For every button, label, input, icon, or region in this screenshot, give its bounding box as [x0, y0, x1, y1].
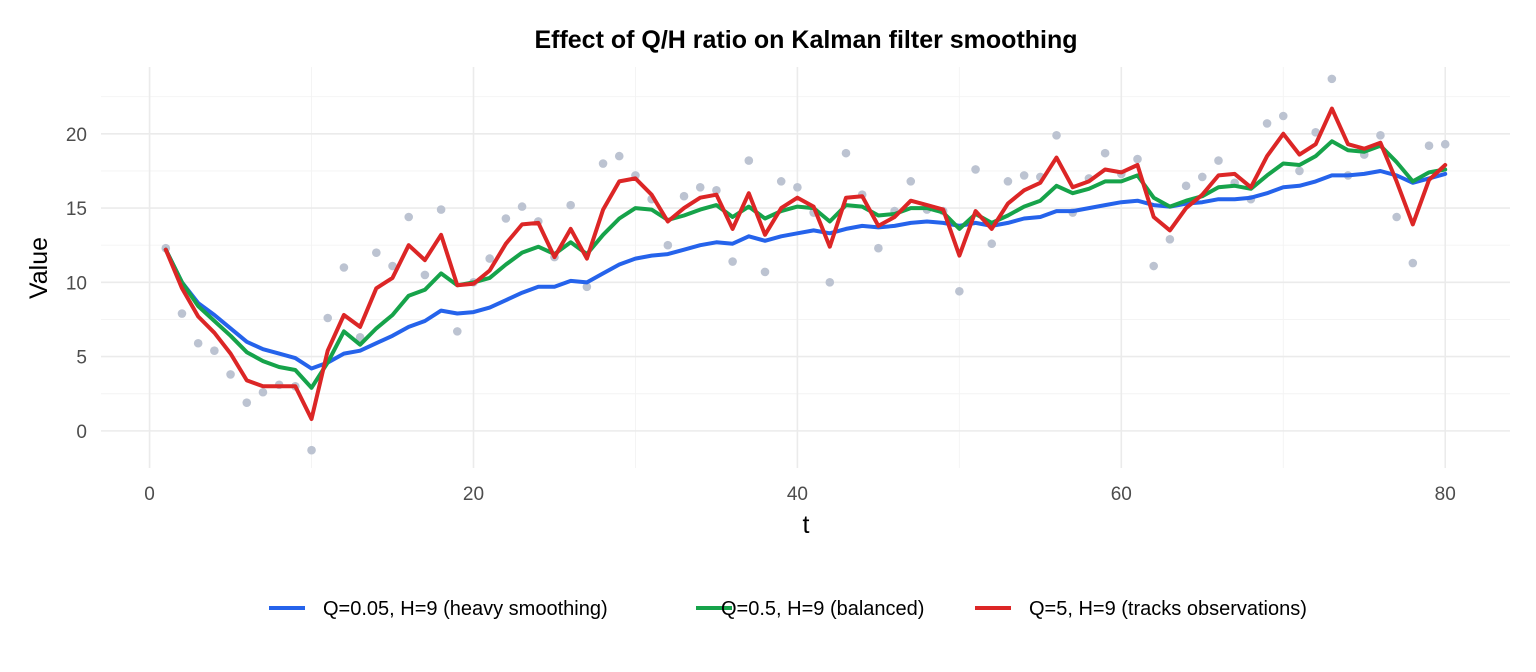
legend-label-2: Q=0.5, H=9 (balanced)	[721, 598, 924, 620]
y-tick-label: 10	[66, 273, 87, 294]
observation-point	[404, 212, 414, 222]
observation-point	[485, 254, 494, 263]
observation-point	[436, 205, 446, 214]
observation-point	[1262, 119, 1272, 128]
observation-point	[776, 177, 786, 186]
observation-point	[1133, 154, 1142, 164]
observation-point	[744, 156, 754, 165]
y-axis-title: Value	[25, 237, 53, 299]
observation-point	[323, 313, 333, 323]
observation-point	[452, 327, 462, 336]
observation-point	[874, 243, 883, 253]
observation-point	[1197, 172, 1207, 182]
observation-point	[1003, 177, 1013, 186]
observation-point	[242, 398, 252, 407]
observation-point	[1181, 181, 1191, 191]
observation-point	[210, 346, 219, 355]
observation-point	[955, 286, 964, 296]
observation-point	[1392, 212, 1401, 222]
observation-point	[1311, 128, 1320, 137]
observation-point	[1214, 156, 1223, 165]
observation-point	[1408, 258, 1418, 268]
observation-point	[501, 214, 511, 223]
y-tick-label: 5	[76, 348, 87, 369]
y-tick-label: 0	[76, 422, 87, 443]
observation-point	[712, 185, 721, 195]
observation-point	[825, 278, 835, 287]
observation-point	[793, 183, 802, 192]
x-tick-label: 20	[463, 484, 484, 505]
series-line-1	[163, 169, 1448, 371]
observation-point	[1440, 139, 1450, 149]
observation-point	[193, 338, 203, 348]
x-tick-label: 0	[144, 484, 155, 505]
observation-point	[663, 240, 673, 250]
y-axis-ticks: 0 5 10 15 20	[66, 125, 87, 443]
series-line-2	[163, 139, 1448, 390]
series-lines	[163, 106, 1448, 421]
observation-point	[1278, 111, 1288, 121]
y-tick-label: 20	[66, 125, 87, 146]
observation-point	[728, 257, 737, 266]
observation-point	[598, 159, 608, 168]
observation-point	[388, 261, 397, 271]
observation-point	[614, 151, 624, 161]
y-tick-label: 15	[66, 199, 87, 220]
observation-point	[1165, 234, 1175, 244]
observation-point	[307, 445, 316, 455]
observation-point	[566, 200, 575, 210]
observation-point	[1052, 131, 1061, 140]
observation-point	[226, 370, 235, 379]
observation-point	[1149, 261, 1159, 271]
observation-point	[841, 148, 851, 158]
observation-point	[987, 239, 997, 249]
observation-point	[517, 202, 527, 211]
series-line-3	[163, 106, 1448, 421]
observation-point	[258, 387, 268, 397]
observation-point	[760, 267, 770, 277]
legend-label-3: Q=5, H=9 (tracks observations)	[1029, 598, 1307, 620]
x-tick-label: 80	[1435, 484, 1456, 505]
observation-point	[582, 282, 592, 292]
x-tick-label: 60	[1111, 484, 1132, 505]
observation-point	[1424, 141, 1434, 151]
observation-point	[355, 333, 365, 342]
observation-point	[971, 165, 980, 174]
observation-point	[679, 191, 689, 201]
observation-point	[695, 183, 705, 192]
x-axis-title: t	[803, 511, 810, 539]
observation-point	[1376, 131, 1385, 140]
observation-point	[177, 309, 187, 318]
chart-title: Effect of Q/H ratio on Kalman filter smo…	[534, 26, 1077, 54]
x-axis-ticks: 0 20 40 60 80	[144, 484, 1455, 505]
observation-point	[1327, 74, 1337, 84]
x-tick-label: 40	[787, 484, 808, 505]
observation-point	[339, 263, 349, 272]
observation-point	[906, 177, 916, 186]
legend-label-1: Q=0.05, H=9 (heavy smoothing)	[323, 598, 608, 620]
observation-point	[1295, 166, 1304, 176]
observation-point	[420, 270, 430, 280]
observations	[161, 74, 1450, 455]
observation-point	[1100, 148, 1110, 158]
observation-point	[1019, 171, 1029, 180]
legend: Q=0.05, H=9 (heavy smoothing) Q=0.5, H=9 …	[269, 598, 1307, 620]
observation-point	[372, 248, 381, 257]
